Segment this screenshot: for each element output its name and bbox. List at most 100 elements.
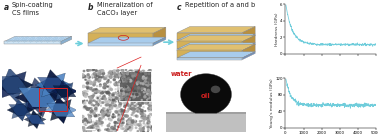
Circle shape xyxy=(141,89,143,91)
Circle shape xyxy=(148,129,149,131)
Circle shape xyxy=(143,114,146,117)
Circle shape xyxy=(93,121,94,122)
Circle shape xyxy=(112,96,115,99)
Circle shape xyxy=(125,81,127,82)
Circle shape xyxy=(107,129,109,131)
Circle shape xyxy=(99,77,100,78)
Circle shape xyxy=(135,92,137,94)
Circle shape xyxy=(145,72,147,74)
Circle shape xyxy=(141,98,144,100)
Circle shape xyxy=(135,115,137,117)
Circle shape xyxy=(126,98,127,99)
Circle shape xyxy=(128,72,130,74)
Circle shape xyxy=(108,108,109,109)
Circle shape xyxy=(85,124,87,125)
Circle shape xyxy=(141,88,143,90)
Circle shape xyxy=(128,93,130,95)
Circle shape xyxy=(88,80,91,83)
Circle shape xyxy=(125,103,129,105)
Circle shape xyxy=(137,90,138,91)
Circle shape xyxy=(83,92,85,93)
Polygon shape xyxy=(29,110,41,129)
Circle shape xyxy=(109,100,110,101)
Circle shape xyxy=(92,70,93,71)
Circle shape xyxy=(87,109,88,110)
Circle shape xyxy=(89,96,90,97)
Circle shape xyxy=(115,125,116,126)
Circle shape xyxy=(123,128,124,129)
Circle shape xyxy=(140,74,143,76)
Circle shape xyxy=(88,130,91,132)
Circle shape xyxy=(128,125,131,128)
Circle shape xyxy=(142,97,144,99)
Bar xyxy=(166,112,246,114)
Circle shape xyxy=(136,98,137,99)
Circle shape xyxy=(118,123,119,124)
Circle shape xyxy=(120,78,122,80)
Circle shape xyxy=(139,125,140,126)
Circle shape xyxy=(148,99,150,101)
Circle shape xyxy=(131,123,133,126)
Circle shape xyxy=(126,111,128,113)
Circle shape xyxy=(113,70,116,72)
Circle shape xyxy=(133,75,134,76)
Circle shape xyxy=(94,123,97,125)
Circle shape xyxy=(144,101,147,104)
Circle shape xyxy=(149,93,151,95)
Circle shape xyxy=(108,97,111,99)
Circle shape xyxy=(82,127,85,129)
Circle shape xyxy=(110,104,112,106)
Circle shape xyxy=(147,71,150,73)
Circle shape xyxy=(130,70,133,73)
Circle shape xyxy=(140,73,143,76)
Circle shape xyxy=(87,121,90,123)
Circle shape xyxy=(83,106,86,109)
Circle shape xyxy=(102,116,104,118)
Circle shape xyxy=(129,98,130,100)
Polygon shape xyxy=(2,68,24,102)
Circle shape xyxy=(142,71,144,73)
Circle shape xyxy=(144,92,145,93)
Circle shape xyxy=(124,84,127,86)
Circle shape xyxy=(133,74,136,77)
Circle shape xyxy=(117,111,120,113)
Circle shape xyxy=(135,82,136,83)
Circle shape xyxy=(104,88,106,89)
Circle shape xyxy=(131,121,134,123)
Circle shape xyxy=(138,82,141,84)
Polygon shape xyxy=(242,27,255,40)
Circle shape xyxy=(86,94,87,95)
Circle shape xyxy=(91,108,92,109)
Circle shape xyxy=(143,95,144,96)
Circle shape xyxy=(115,101,116,102)
Circle shape xyxy=(139,110,142,113)
Polygon shape xyxy=(177,44,255,50)
Circle shape xyxy=(114,126,116,127)
Circle shape xyxy=(119,76,121,79)
Circle shape xyxy=(119,104,121,106)
Circle shape xyxy=(88,108,90,110)
Circle shape xyxy=(134,75,136,76)
Circle shape xyxy=(114,84,116,86)
Circle shape xyxy=(145,96,147,98)
Circle shape xyxy=(102,72,105,75)
Circle shape xyxy=(90,97,92,98)
Circle shape xyxy=(99,84,101,85)
Circle shape xyxy=(93,127,95,129)
Circle shape xyxy=(124,79,125,81)
Circle shape xyxy=(131,128,133,129)
Circle shape xyxy=(148,82,150,84)
Circle shape xyxy=(152,126,153,127)
Circle shape xyxy=(122,72,124,73)
Polygon shape xyxy=(28,112,42,127)
Circle shape xyxy=(140,113,141,114)
Circle shape xyxy=(99,121,102,124)
Circle shape xyxy=(111,130,113,132)
Circle shape xyxy=(130,121,133,123)
Circle shape xyxy=(88,76,90,78)
Circle shape xyxy=(132,74,134,75)
Circle shape xyxy=(151,90,153,92)
Circle shape xyxy=(108,118,110,120)
Circle shape xyxy=(87,91,88,92)
Circle shape xyxy=(141,116,143,118)
